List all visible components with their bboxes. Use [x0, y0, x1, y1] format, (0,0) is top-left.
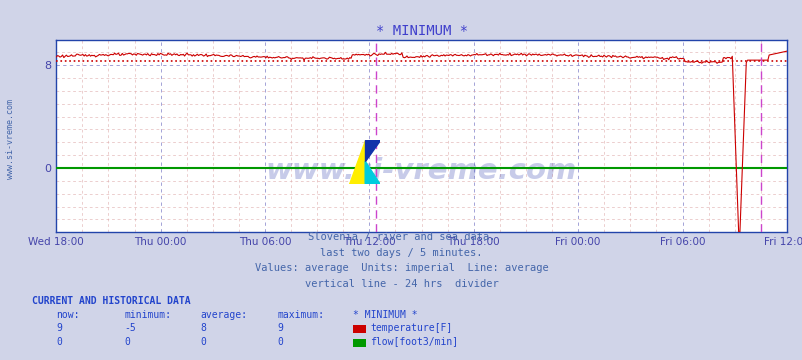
- Title: * MINIMUM *: * MINIMUM *: [375, 24, 467, 39]
- Text: temperature[F]: temperature[F]: [370, 323, 452, 333]
- Text: 0: 0: [56, 337, 62, 347]
- Polygon shape: [365, 161, 379, 184]
- Polygon shape: [365, 140, 379, 161]
- Text: CURRENT AND HISTORICAL DATA: CURRENT AND HISTORICAL DATA: [32, 296, 191, 306]
- Text: Slovenia / river and sea data.: Slovenia / river and sea data.: [307, 232, 495, 242]
- Text: Values: average  Units: imperial  Line: average: Values: average Units: imperial Line: av…: [254, 263, 548, 273]
- Text: 0: 0: [277, 337, 282, 347]
- Polygon shape: [349, 140, 365, 184]
- Text: vertical line - 24 hrs  divider: vertical line - 24 hrs divider: [304, 279, 498, 289]
- Text: flow[foot3/min]: flow[foot3/min]: [370, 337, 458, 347]
- Text: www.si-vreme.com: www.si-vreme.com: [6, 99, 15, 179]
- Text: maximum:: maximum:: [277, 310, 324, 320]
- Text: www.si-vreme.com: www.si-vreme.com: [265, 157, 577, 185]
- Text: last two days / 5 minutes.: last two days / 5 minutes.: [320, 248, 482, 258]
- Text: 9: 9: [277, 323, 282, 333]
- Text: 0: 0: [124, 337, 130, 347]
- Text: 9: 9: [56, 323, 62, 333]
- Text: 8: 8: [200, 323, 206, 333]
- Text: * MINIMUM *: * MINIMUM *: [353, 310, 417, 320]
- Text: -5: -5: [124, 323, 136, 333]
- Text: 0: 0: [200, 337, 206, 347]
- Text: minimum:: minimum:: [124, 310, 172, 320]
- Text: average:: average:: [200, 310, 248, 320]
- Text: now:: now:: [56, 310, 79, 320]
